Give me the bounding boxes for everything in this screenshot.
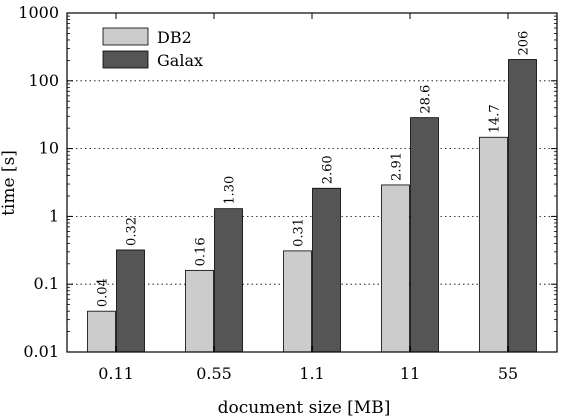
y-tick-label: 100 xyxy=(28,71,59,90)
x-tick-label: 1.1 xyxy=(299,364,324,383)
bar-galax-55 xyxy=(508,59,537,353)
data-label: 2.91 xyxy=(390,152,405,181)
data-label: 0.32 xyxy=(125,217,140,246)
legend: DB2 Galax xyxy=(102,27,203,70)
y-tick-label: 10 xyxy=(39,139,59,158)
x-tick-label: 0.55 xyxy=(196,364,232,383)
data-label: 0.04 xyxy=(96,278,111,307)
data-label: 28.6 xyxy=(419,85,434,114)
bar-db2-11 xyxy=(381,184,410,353)
bar-galax-1.1 xyxy=(312,187,341,353)
legend-swatch-db2 xyxy=(102,27,149,46)
data-label: 206 xyxy=(517,31,532,56)
grid-lines xyxy=(67,80,557,285)
y-tick-label: 1 xyxy=(49,206,59,225)
plot-frame xyxy=(66,12,558,353)
y-tick-label: 1000 xyxy=(18,3,59,22)
x-tick-label: 11 xyxy=(400,364,420,383)
data-label: 0.31 xyxy=(292,218,307,247)
legend-label-galax: Galax xyxy=(157,51,203,70)
y-tick-label: 0.1 xyxy=(34,274,59,293)
bar-db2-0.11 xyxy=(87,310,116,353)
y-axis-title: time [s] xyxy=(0,150,19,216)
data-label: 0.16 xyxy=(194,237,209,266)
bar-galax-0.11 xyxy=(116,249,145,353)
bar-db2-1.1 xyxy=(283,250,312,353)
data-label: 2.60 xyxy=(321,155,336,184)
legend-swatch-galax xyxy=(102,50,149,69)
x-tick-label: 55 xyxy=(498,364,518,383)
bar-db2-0.55 xyxy=(185,269,214,353)
y-tick-label: 0.01 xyxy=(23,342,59,361)
legend-label-db2: DB2 xyxy=(157,28,192,47)
bars xyxy=(87,59,537,353)
x-axis-title: document size [MB] xyxy=(218,398,391,418)
data-labels: 0.04 0.32 0.16 1.30 0.31 2.60 2.91 28.6 14.7 206 xyxy=(96,31,532,307)
bar-db2-55 xyxy=(479,136,508,353)
x-tick-label: 0.11 xyxy=(98,364,134,383)
bar-galax-11 xyxy=(410,117,439,353)
data-label: 1.30 xyxy=(223,176,238,205)
bar-galax-0.55 xyxy=(214,208,243,353)
data-label: 14.7 xyxy=(488,104,503,133)
